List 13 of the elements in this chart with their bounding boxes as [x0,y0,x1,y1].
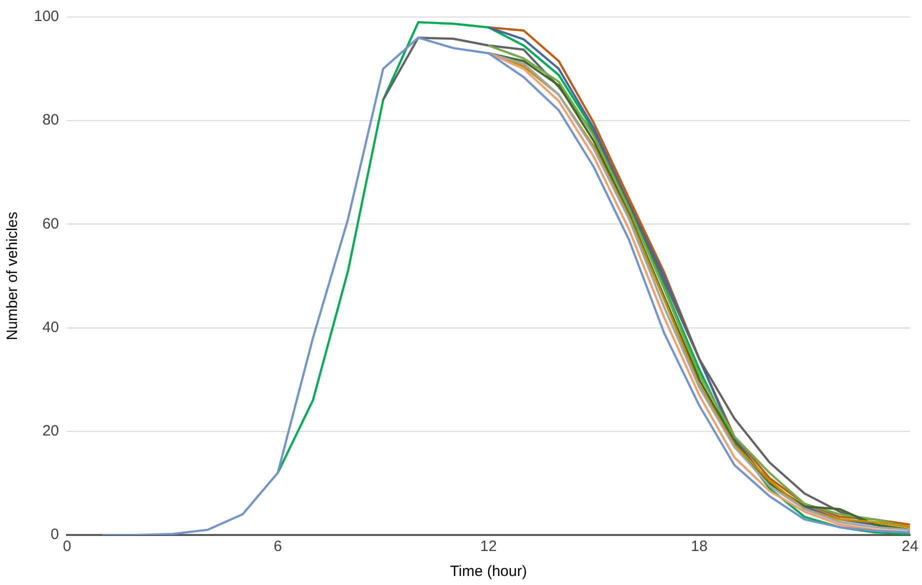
x-tick-label: 6 [274,538,282,556]
x-axis-title: Time (hour) [450,563,527,580]
y-tick-label: 80 [42,112,60,129]
y-tick-label: 100 [34,8,60,26]
x-tick-label: 18 [690,538,708,556]
y-tick-label: 0 [50,526,60,544]
x-tick-label: 0 [62,538,72,556]
x-tick-label: 12 [480,538,497,556]
y-tick-label: 20 [42,422,60,440]
y-tick-label: 40 [42,318,60,336]
y-axis-title: Number of vehicles [4,212,22,340]
x-tick-label: 24 [902,538,918,556]
y-tick-label: 60 [42,215,60,232]
